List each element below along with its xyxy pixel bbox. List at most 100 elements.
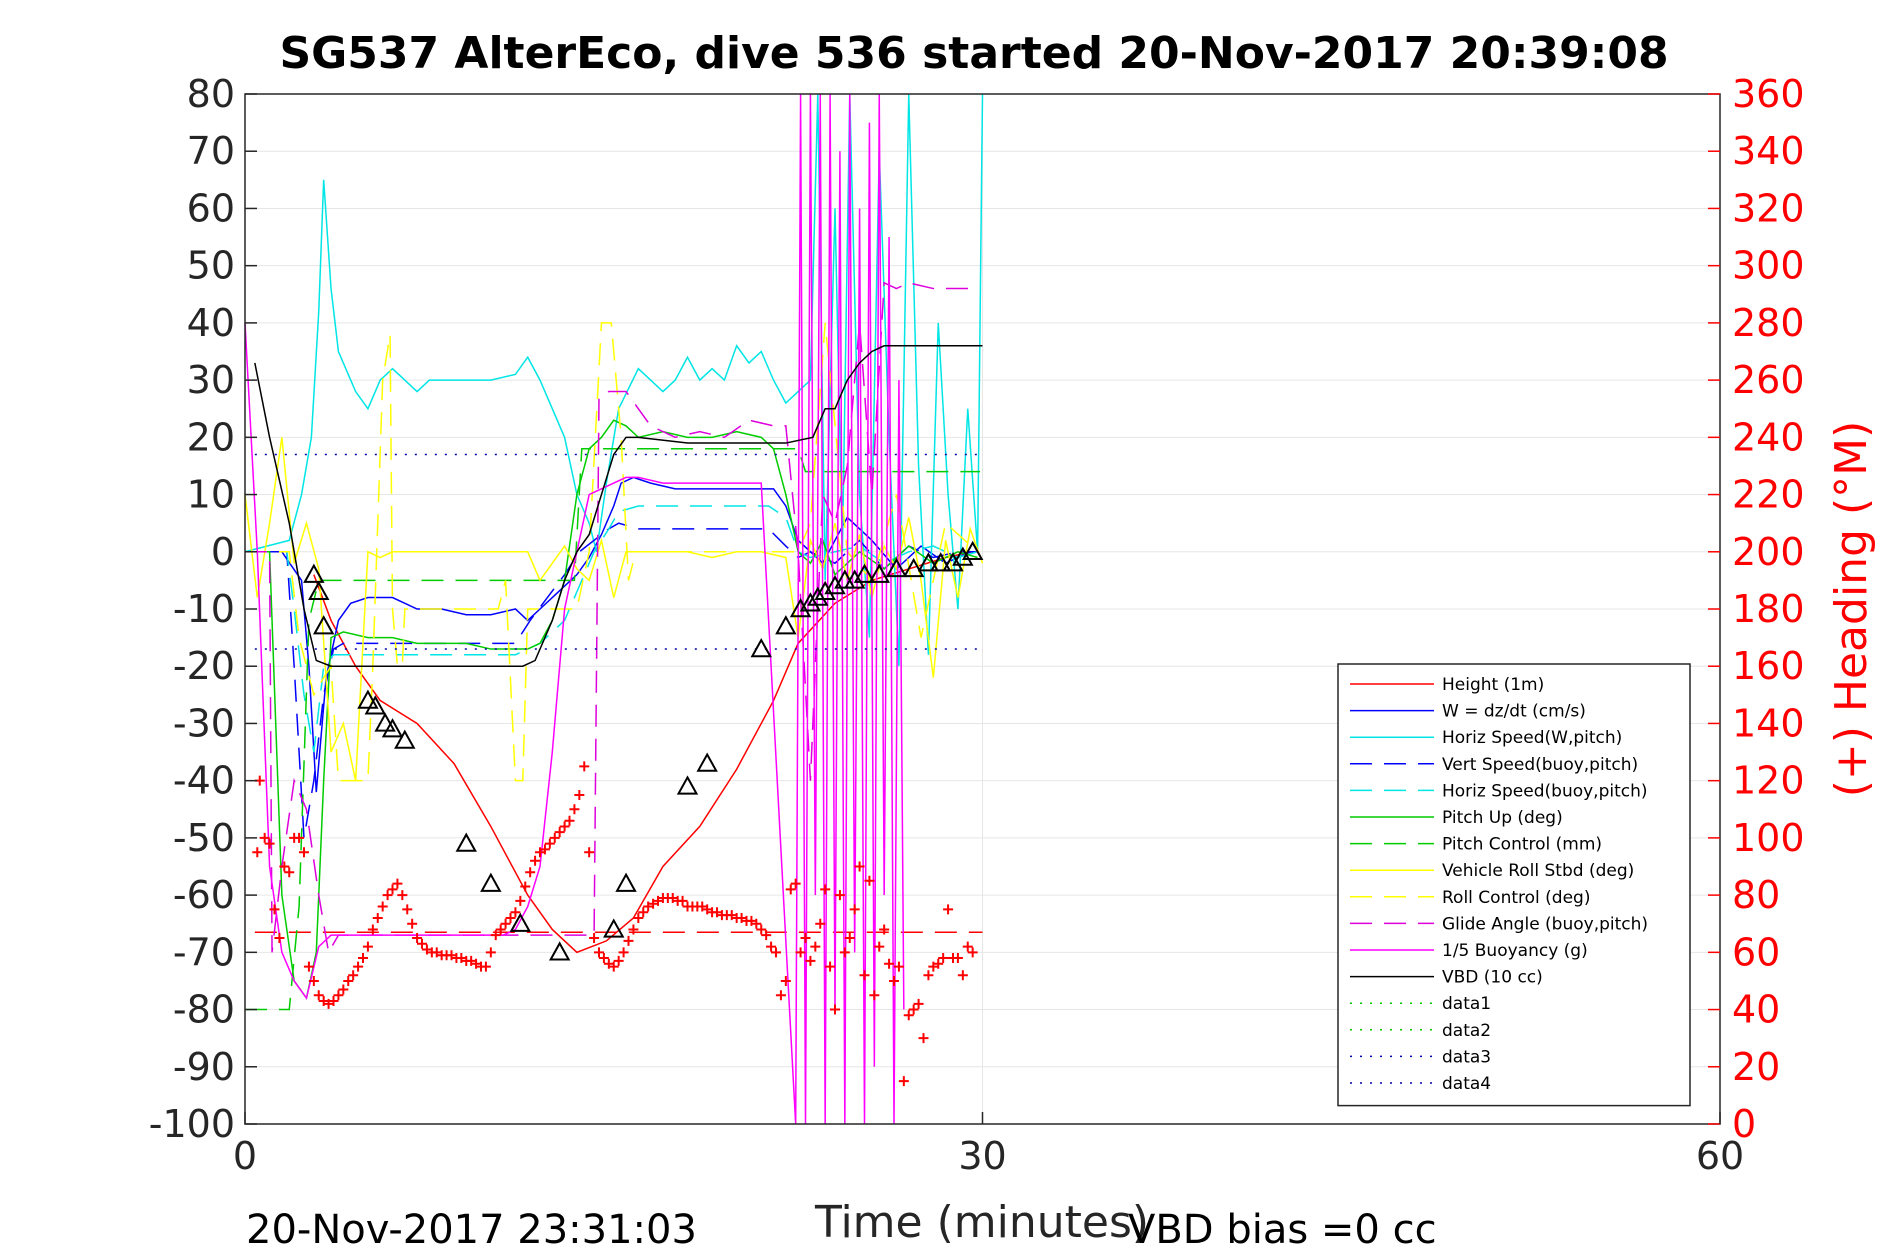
legend: Height (1m) W = dz/dt (cm/s) Horiz Speed(W… — [1337, 663, 1691, 1107]
y2-tick-label: 180 — [1732, 587, 1805, 631]
heading-point — [299, 847, 309, 858]
depth-triangle-marker — [696, 752, 718, 772]
depth-triangle-marker — [952, 546, 974, 566]
y2-tick-label: 140 — [1732, 701, 1805, 745]
depth-triangle-marker — [789, 597, 812, 618]
depth-triangle-marker — [308, 580, 330, 601]
heading-point — [608, 961, 619, 972]
legend-label: W = dz/dt (cm/s) — [1442, 702, 1586, 722]
heading-point — [382, 890, 393, 901]
y-tick-label: 20 — [187, 415, 235, 459]
depth-triangle-marker — [357, 689, 379, 709]
heading-point — [820, 884, 831, 895]
heading-point — [805, 955, 816, 966]
y-tick-label: -70 — [173, 930, 235, 974]
heading-point — [962, 941, 973, 952]
heading-point — [613, 955, 624, 966]
heading-point — [279, 861, 290, 872]
heading-point — [549, 832, 560, 843]
chart-title: SG537 AlterEco, dive 536 started 20-Nov-… — [279, 28, 1668, 79]
depth-triangle-marker — [853, 563, 876, 583]
heading-point — [810, 941, 821, 952]
heading-point — [353, 961, 364, 972]
heading-point — [628, 924, 639, 935]
y2-tick-label: 300 — [1732, 244, 1805, 288]
heading-point — [579, 761, 590, 772]
depth-triangle-marker — [942, 552, 964, 572]
heading-point — [584, 847, 595, 858]
series-line-roll-control-deg — [245, 322, 979, 782]
heading-point — [898, 1076, 909, 1087]
heading-point — [490, 930, 501, 941]
y2-tick-label: 40 — [1732, 988, 1780, 1032]
heading-point — [338, 984, 349, 995]
y2-tick-label: 340 — [1732, 129, 1805, 173]
depth-triangle-marker — [799, 592, 822, 612]
legend-label: Pitch Up (deg) — [1442, 808, 1563, 828]
depth-triangle-marker — [814, 580, 836, 601]
legend-label: Roll Control (deg) — [1442, 888, 1590, 908]
heading-point — [259, 832, 270, 843]
series-line-glide-angle-buoy-pitch — [245, 281, 978, 955]
heading-point — [387, 884, 398, 895]
right-axis-label: (+) Heading (°M) — [1826, 421, 1877, 798]
depth-triangle-marker — [750, 637, 772, 658]
heading-point — [815, 918, 826, 929]
depth-triangle-marker — [364, 695, 386, 715]
y-tick-label: -20 — [173, 644, 235, 688]
y-tick-label: 40 — [187, 301, 235, 345]
depth-triangle-marker — [509, 912, 532, 932]
heading-point — [859, 970, 870, 981]
y-tick-label: -30 — [173, 701, 235, 745]
heading-point — [333, 990, 344, 1001]
heading-point — [544, 838, 555, 849]
heading-point — [515, 895, 526, 906]
legend-label: data3 — [1442, 1047, 1491, 1067]
heading-point — [889, 975, 899, 986]
legend-label: Height (1m) — [1442, 675, 1544, 695]
heading-point — [402, 904, 413, 915]
heading-point — [638, 907, 649, 918]
heading-point — [269, 904, 280, 915]
depth-triangle-marker — [930, 552, 952, 572]
heading-point — [252, 847, 263, 858]
y-tick-label: -40 — [173, 759, 235, 803]
heading-point — [313, 990, 324, 1001]
heading-point — [884, 958, 895, 969]
heading-point — [957, 970, 968, 981]
heading-point — [520, 881, 531, 892]
heading-point — [839, 947, 850, 958]
y2-tick-label: 260 — [1732, 358, 1805, 402]
series-line-vbd-10-cc — [254, 345, 983, 667]
y-tick-label: -100 — [149, 1102, 235, 1146]
heading-point — [569, 804, 580, 815]
legend-label: Horiz Speed(buoy,pitch) — [1442, 781, 1648, 801]
y2-tick-label: 220 — [1732, 473, 1805, 517]
heading-point — [480, 961, 491, 972]
heading-point — [834, 890, 845, 901]
depth-triangle-marker — [548, 941, 571, 961]
heading-point — [530, 855, 541, 866]
heading-point — [766, 941, 777, 952]
legend-label: Horiz Speed(W,pitch) — [1442, 728, 1622, 748]
heading-point — [790, 878, 801, 889]
heading-point — [525, 867, 536, 878]
heading-point — [913, 998, 924, 1009]
heading-point — [800, 933, 811, 944]
depth-triangle-marker — [807, 586, 829, 606]
heading-point — [677, 895, 688, 906]
heading-point — [623, 935, 634, 946]
y-tick-label: 50 — [187, 244, 235, 288]
y-tick-label: 60 — [187, 186, 235, 230]
heading-point — [938, 953, 949, 964]
heading-point — [348, 970, 359, 981]
heading-point — [751, 918, 762, 929]
y2-tick-label: 200 — [1732, 530, 1805, 574]
heading-point — [785, 884, 796, 895]
heading-point — [594, 947, 604, 958]
y2-tick-label: 100 — [1732, 816, 1805, 860]
depth-triangle-marker — [374, 712, 396, 732]
heading-point — [328, 995, 339, 1006]
y2-tick-label: 320 — [1732, 186, 1805, 230]
legend-label: data1 — [1442, 994, 1491, 1014]
